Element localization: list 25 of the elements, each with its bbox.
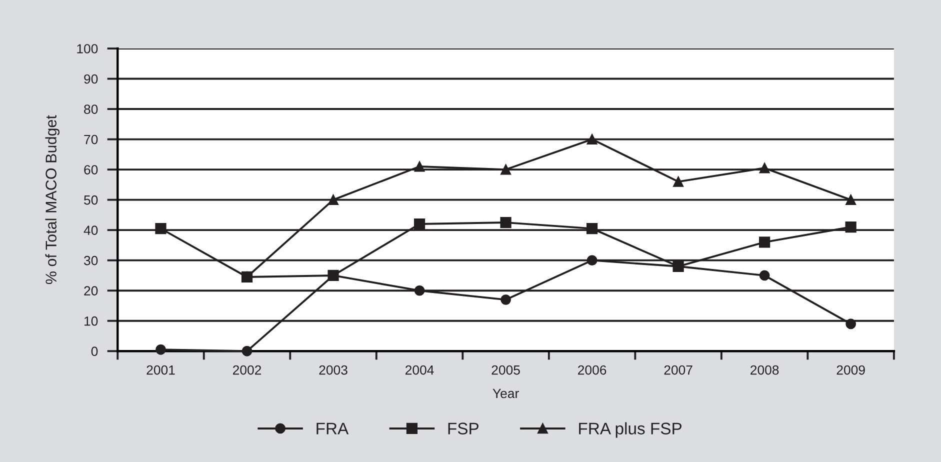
y-tick-label: 20 xyxy=(84,286,98,296)
x-tick-label: 2009 xyxy=(836,365,865,375)
y-tick-label: 100 xyxy=(77,44,98,54)
x-tick-label: 2007 xyxy=(664,365,692,375)
y-axis-title: % of Total MACO Budget xyxy=(45,115,60,284)
x-tick-label: 2008 xyxy=(750,365,779,375)
y-tick-label: 80 xyxy=(84,104,98,114)
x-tick-label: 2002 xyxy=(233,365,262,375)
y-tick-label: 40 xyxy=(84,226,98,235)
x-axis-title: Year xyxy=(492,388,519,398)
x-tick-label: 2003 xyxy=(319,365,348,375)
y-tick-label: 50 xyxy=(84,195,98,205)
legend-label: FRA xyxy=(316,422,349,434)
legend-label: FRA plus FSP xyxy=(579,422,682,438)
y-tick-label: 0 xyxy=(91,346,98,356)
x-tick-label: 2006 xyxy=(578,365,606,375)
legend-label: FSP xyxy=(448,422,478,434)
x-tick-label: 2001 xyxy=(146,365,175,375)
x-tick-label: 2004 xyxy=(406,365,434,375)
y-tick-label: 30 xyxy=(84,256,98,266)
y-tick-label: 70 xyxy=(84,134,98,144)
x-tick-label: 2005 xyxy=(492,365,520,375)
y-tick-label: 60 xyxy=(84,165,98,174)
y-tick-label: 90 xyxy=(84,74,98,84)
y-tick-label: 10 xyxy=(84,316,98,326)
